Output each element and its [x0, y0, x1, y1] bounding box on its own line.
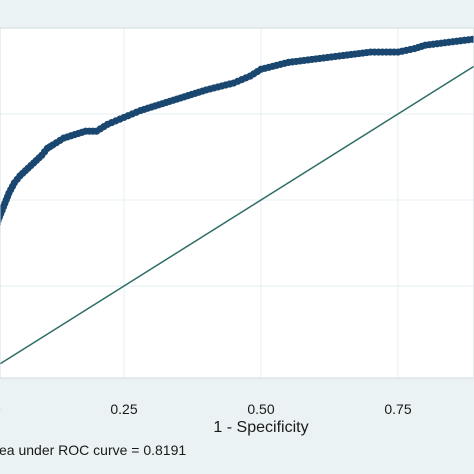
- auc-note: Area under ROC curve = 0.8191: [0, 442, 186, 458]
- x-tick-label-3: 0.75: [384, 401, 411, 417]
- x-axis-title: 1 - Specificity: [213, 419, 308, 436]
- reference-line-layer: [0, 65, 474, 365]
- x-tick-label-0: 0.00: [0, 401, 1, 417]
- plot-frame: [0, 27, 474, 379]
- plot-region: [0, 28, 474, 378]
- x-tick-label-2: 0.50: [247, 401, 274, 417]
- reference-diagonal-line: [0, 65, 474, 365]
- roc-curve-layer: [0, 35, 474, 229]
- x-tick-label-1: 0.25: [110, 401, 137, 417]
- x-tick-labels: 0.00 0.25 0.50 0.75: [0, 401, 412, 417]
- roc-point: [468, 35, 474, 43]
